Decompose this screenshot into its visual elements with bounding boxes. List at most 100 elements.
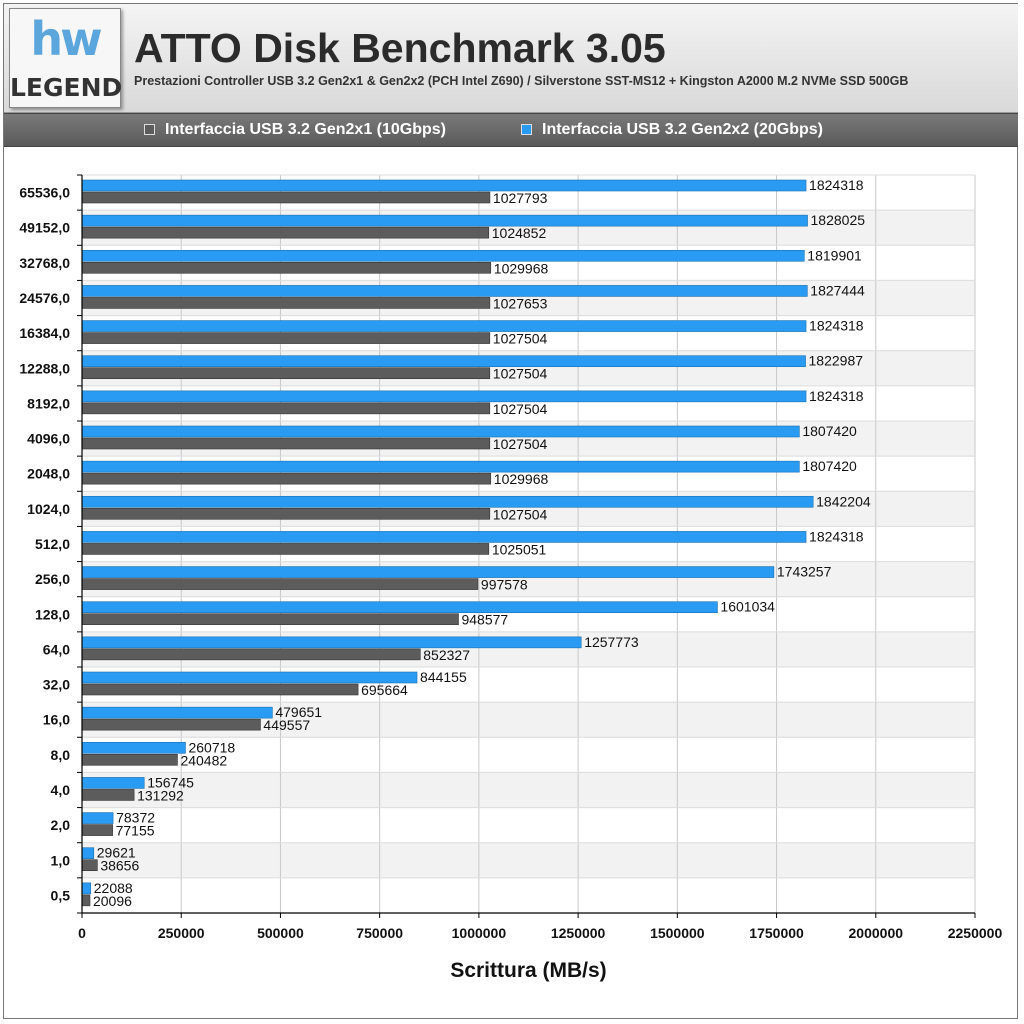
bar-gen2x1 bbox=[81, 894, 91, 907]
data-label-gen2x2: 1842204 bbox=[816, 493, 871, 509]
data-label-gen2x2: 1819901 bbox=[807, 247, 862, 263]
data-label-gen2x1: 1027504 bbox=[493, 366, 548, 382]
data-label-gen2x2: 1807420 bbox=[802, 458, 857, 474]
data-label-gen2x2: 1827444 bbox=[810, 282, 865, 298]
data-label-gen2x2: 1822987 bbox=[809, 353, 864, 369]
data-label-gen2x1: 1027504 bbox=[493, 331, 548, 347]
data-label-gen2x1: 948577 bbox=[461, 612, 508, 628]
category-label: 16,0 bbox=[43, 712, 70, 728]
data-label-gen2x1: 1027504 bbox=[493, 506, 548, 522]
data-label-gen2x2: 1824318 bbox=[809, 177, 864, 193]
category-label: 24576,0 bbox=[19, 290, 70, 306]
data-label-gen2x1: 1027793 bbox=[493, 190, 548, 206]
row-band bbox=[82, 737, 975, 773]
legend-swatch-gen2x1 bbox=[144, 124, 155, 135]
data-label-gen2x2: 1824318 bbox=[809, 528, 864, 544]
data-label-gen2x1: 20096 bbox=[93, 893, 132, 909]
data-label-gen2x2: 1257773 bbox=[584, 634, 639, 650]
category-label: 2,0 bbox=[51, 817, 71, 833]
x-tick-label: 250000 bbox=[158, 925, 205, 941]
category-label: 1,0 bbox=[51, 852, 71, 868]
category-label: 12288,0 bbox=[19, 360, 70, 376]
x-tick-label: 1250000 bbox=[551, 925, 606, 941]
data-label-gen2x1: 131292 bbox=[137, 787, 184, 803]
category-label: 32,0 bbox=[43, 677, 70, 693]
data-label-gen2x2: 156745 bbox=[147, 774, 194, 790]
legend: Interfaccia USB 3.2 Gen2x1 (10Gbps) Inte… bbox=[4, 113, 1018, 147]
data-label-gen2x1: 1027504 bbox=[493, 436, 548, 452]
bar-gen2x1 bbox=[81, 753, 178, 766]
bar-gen2x2 bbox=[81, 741, 186, 754]
bar-gen2x1 bbox=[81, 859, 98, 872]
category-label: 8,0 bbox=[51, 747, 71, 763]
bar-gen2x2 bbox=[81, 882, 92, 895]
category-label: 512,0 bbox=[35, 536, 70, 552]
bar-gen2x1 bbox=[81, 332, 491, 344]
x-tick-label: 750000 bbox=[356, 925, 403, 941]
x-tick-label: 0 bbox=[78, 925, 86, 941]
bar-gen2x1 bbox=[81, 367, 491, 380]
data-label-gen2x2: 22088 bbox=[94, 880, 133, 896]
category-label: 1024,0 bbox=[27, 501, 70, 517]
bar-gen2x1 bbox=[81, 402, 491, 415]
data-label-gen2x1: 449557 bbox=[263, 717, 310, 733]
data-label-gen2x2: 479651 bbox=[275, 704, 322, 720]
data-label-gen2x2: 844155 bbox=[420, 669, 467, 685]
category-label: 128,0 bbox=[35, 606, 70, 622]
bar-gen2x2 bbox=[81, 249, 805, 262]
category-label: 16384,0 bbox=[19, 325, 70, 341]
bar-gen2x1 bbox=[81, 507, 491, 520]
x-tick-label: 500000 bbox=[257, 925, 304, 941]
x-tick-label: 1750000 bbox=[749, 925, 804, 941]
data-label-gen2x2: 78372 bbox=[116, 810, 155, 826]
logo-mark: hw bbox=[30, 12, 102, 66]
bar-gen2x2 bbox=[81, 179, 807, 192]
bar-gen2x1 bbox=[81, 718, 261, 731]
data-label-gen2x1: 1024852 bbox=[492, 225, 547, 241]
data-label-gen2x1: 695664 bbox=[361, 682, 408, 698]
bar-gen2x1 bbox=[81, 437, 491, 450]
bar-gen2x2 bbox=[81, 706, 273, 719]
bar-gen2x1 bbox=[81, 297, 491, 309]
bar-gen2x1 bbox=[81, 191, 491, 204]
data-label-gen2x2: 1824318 bbox=[809, 318, 864, 334]
bar-gen2x1 bbox=[81, 683, 359, 696]
x-axis-title: Scrittura (MB/s) bbox=[450, 959, 606, 982]
bar-gen2x1 bbox=[81, 789, 135, 801]
row-band bbox=[82, 877, 975, 913]
legend-item-gen2x2: Interfaccia USB 3.2 Gen2x2 (20Gbps) bbox=[521, 114, 823, 146]
category-label: 65536,0 bbox=[19, 185, 70, 201]
row-band bbox=[82, 842, 975, 878]
chart-title: ATTO Disk Benchmark 3.05 bbox=[134, 25, 666, 71]
category-label: 2048,0 bbox=[27, 466, 70, 482]
bar-gen2x2 bbox=[81, 390, 807, 403]
bar-gen2x1 bbox=[81, 261, 492, 274]
data-label-gen2x2: 29621 bbox=[97, 845, 136, 861]
data-label-gen2x1: 1029968 bbox=[494, 471, 549, 487]
data-label-gen2x2: 1824318 bbox=[809, 388, 864, 404]
x-tick-label: 1500000 bbox=[650, 925, 705, 941]
bar-gen2x1 bbox=[81, 824, 113, 836]
bar-gen2x2 bbox=[81, 531, 807, 543]
data-label-gen2x1: 38656 bbox=[100, 858, 139, 874]
x-tick-label: 1000000 bbox=[452, 925, 507, 941]
data-label-gen2x2: 1601034 bbox=[720, 599, 775, 615]
bar-gen2x1 bbox=[81, 613, 459, 626]
chart-subtitle: Prestazioni Controller USB 3.2 Gen2x1 & … bbox=[134, 74, 909, 88]
x-tick-label: 2000000 bbox=[849, 925, 904, 941]
category-label: 256,0 bbox=[35, 571, 70, 587]
bar-gen2x1 bbox=[81, 472, 492, 485]
category-label: 8192,0 bbox=[27, 395, 70, 411]
data-label-gen2x1: 852327 bbox=[423, 647, 470, 663]
legend-swatch-gen2x2 bbox=[521, 124, 532, 135]
legend-label-gen2x2: Interfaccia USB 3.2 Gen2x2 (20Gbps) bbox=[542, 121, 823, 138]
bar-gen2x2 bbox=[81, 460, 800, 473]
data-label-gen2x2: 1743257 bbox=[777, 564, 832, 580]
bar-gen2x2 bbox=[81, 214, 808, 227]
data-label-gen2x2: 1828025 bbox=[811, 212, 866, 228]
bar-gen2x2 bbox=[81, 847, 95, 860]
bar-gen2x2 bbox=[81, 355, 806, 368]
data-label-gen2x1: 77155 bbox=[116, 823, 155, 839]
bar-gen2x2 bbox=[81, 495, 814, 508]
